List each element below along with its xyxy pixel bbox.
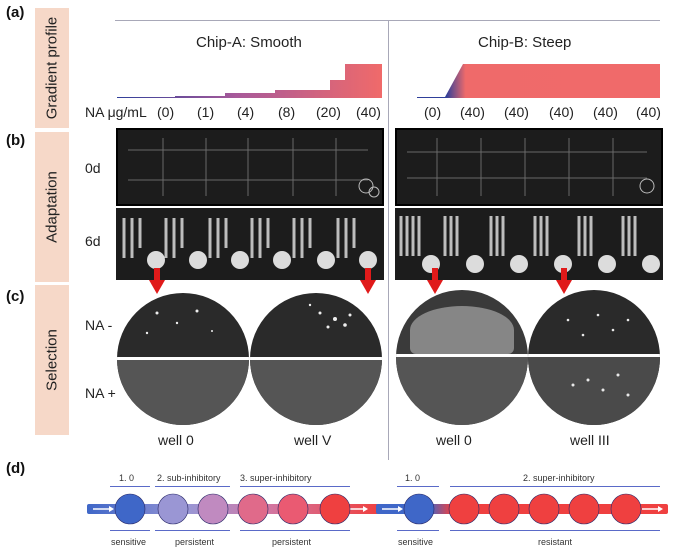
plate-chip-a-well0 bbox=[117, 293, 249, 425]
chip-b-conc-1: (40) bbox=[460, 104, 485, 120]
diagram-a-top-label-1: 1. 0 bbox=[119, 473, 135, 483]
chip-a-conc-5: (40) bbox=[356, 104, 381, 120]
diagram-b-bottom-label-1: sensitive bbox=[398, 537, 434, 547]
well-label-bIII: well III bbox=[570, 432, 610, 448]
chip-b-gradient-profile bbox=[417, 64, 660, 98]
chip-b-title: Chip-B: Steep bbox=[478, 34, 572, 51]
chip-b-conc-5: (40) bbox=[636, 104, 661, 120]
panel-label-a: (a) bbox=[6, 4, 25, 21]
plate-chip-a-wellV bbox=[250, 293, 382, 425]
diagram-a-bracket-bottom-2 bbox=[155, 530, 230, 531]
well-label-b0: well 0 bbox=[436, 432, 472, 448]
chip-b-day0-channels bbox=[407, 138, 655, 196]
selection-text: Selection bbox=[43, 329, 61, 391]
na-minus-label: NA - bbox=[85, 317, 113, 333]
diagram-a-bottom-label-2: persistent bbox=[175, 537, 215, 547]
chip-a-gradient-profile bbox=[117, 64, 382, 98]
diagram-a-node-4 bbox=[237, 493, 269, 525]
chip-a-conc-3: (8) bbox=[278, 104, 296, 120]
diagram-b-node-5 bbox=[568, 493, 600, 525]
well-label-a0: well 0 bbox=[158, 432, 194, 448]
diagram-b-node-3 bbox=[488, 493, 520, 525]
chip-a-title: Chip-A: Smooth bbox=[196, 34, 302, 51]
diagram-a-bracket-bottom-1 bbox=[110, 530, 150, 531]
chip-b-conc-4: (40) bbox=[593, 104, 618, 120]
diagram-a-node-1 bbox=[114, 493, 146, 525]
diagram-a-bottom-label-1: sensitive bbox=[111, 537, 147, 547]
chip-b-conc-0: (0) bbox=[424, 104, 442, 120]
chip-a-day6-channels bbox=[122, 218, 377, 269]
diagram-b-top-label-2: 2. super-inhibitory bbox=[523, 473, 595, 483]
chip-b-day0-image bbox=[395, 128, 663, 206]
chip-b-day6-image bbox=[395, 208, 663, 280]
adaptation-text: Adaptation bbox=[43, 171, 61, 243]
diagram-b-node-2 bbox=[448, 493, 480, 525]
diagram-a-bracket-bottom-3 bbox=[240, 530, 350, 531]
chip-a-conc-4: (20) bbox=[316, 104, 341, 120]
plate-chip-b-well0 bbox=[396, 290, 528, 425]
chip-a-conc-0: (0) bbox=[157, 104, 175, 120]
diagram-a-bracket-top-2 bbox=[155, 486, 230, 487]
diagram-a-node-3 bbox=[197, 493, 229, 525]
diagram-a-node-2 bbox=[157, 493, 189, 525]
day0-label: 0d bbox=[85, 160, 101, 176]
chip-b-conc-2: (40) bbox=[504, 104, 529, 120]
selection-label: Selection bbox=[35, 285, 69, 435]
diagram-b-channel bbox=[376, 493, 668, 525]
diagram-b-node-4 bbox=[528, 493, 560, 525]
gradient-profile-label: Gradient profile bbox=[35, 8, 69, 128]
diagram-b-bracket-bottom-2 bbox=[450, 530, 660, 531]
chip-b-conc-3: (40) bbox=[549, 104, 574, 120]
chip-b-step-profile bbox=[417, 64, 660, 98]
chip-a-step-profile bbox=[117, 64, 382, 98]
well-label-aV: well V bbox=[294, 432, 332, 448]
chip-b-day6-channels bbox=[399, 216, 660, 273]
chip-a-day0-channels bbox=[128, 138, 380, 198]
diagram-b-bracket-bottom-1 bbox=[397, 530, 439, 531]
na-plus-label: NA + bbox=[85, 385, 116, 401]
diagram-a-top-label-2: 2. sub-inhibitory bbox=[157, 473, 221, 483]
diagram-a-bottom-label-3: persistent bbox=[272, 537, 312, 547]
diagram-a-node-6 bbox=[319, 493, 351, 525]
panel-label-d: (d) bbox=[6, 460, 26, 477]
plate-chip-b-wellIII bbox=[528, 290, 660, 425]
diagram-b-bracket-top-2 bbox=[450, 486, 660, 487]
diagram-b-node-6 bbox=[610, 493, 642, 525]
chip-a-conc-2: (4) bbox=[237, 104, 255, 120]
chip-a-day6-image bbox=[116, 208, 384, 280]
chip-a-day0-image bbox=[116, 128, 384, 206]
diagram-a-node-5 bbox=[277, 493, 309, 525]
center-divider bbox=[388, 20, 389, 460]
diagram-a-bracket-top-3 bbox=[240, 486, 350, 487]
diagram-b-bottom-label-2: resistant bbox=[538, 537, 573, 547]
diagram-a-channel bbox=[87, 493, 379, 525]
diagram-b-node-1 bbox=[403, 493, 435, 525]
day6-label: 6d bbox=[85, 233, 101, 249]
gradient-profile-text: Gradient profile bbox=[43, 16, 61, 120]
adaptation-label: Adaptation bbox=[35, 132, 69, 282]
panel-label-b: (b) bbox=[6, 132, 26, 149]
diagram-a-bracket-top-1 bbox=[110, 486, 150, 487]
panel-label-c: (c) bbox=[6, 288, 25, 305]
diagram-b-bracket-top-1 bbox=[397, 486, 439, 487]
diagram-b-top-label-1: 1. 0 bbox=[405, 473, 421, 483]
diagram-a-top-label-3: 3. super-inhibitory bbox=[240, 473, 312, 483]
top-rule bbox=[115, 20, 660, 21]
na-unit-label: NA μg/mL bbox=[85, 104, 147, 120]
chip-a-conc-1: (1) bbox=[197, 104, 215, 120]
